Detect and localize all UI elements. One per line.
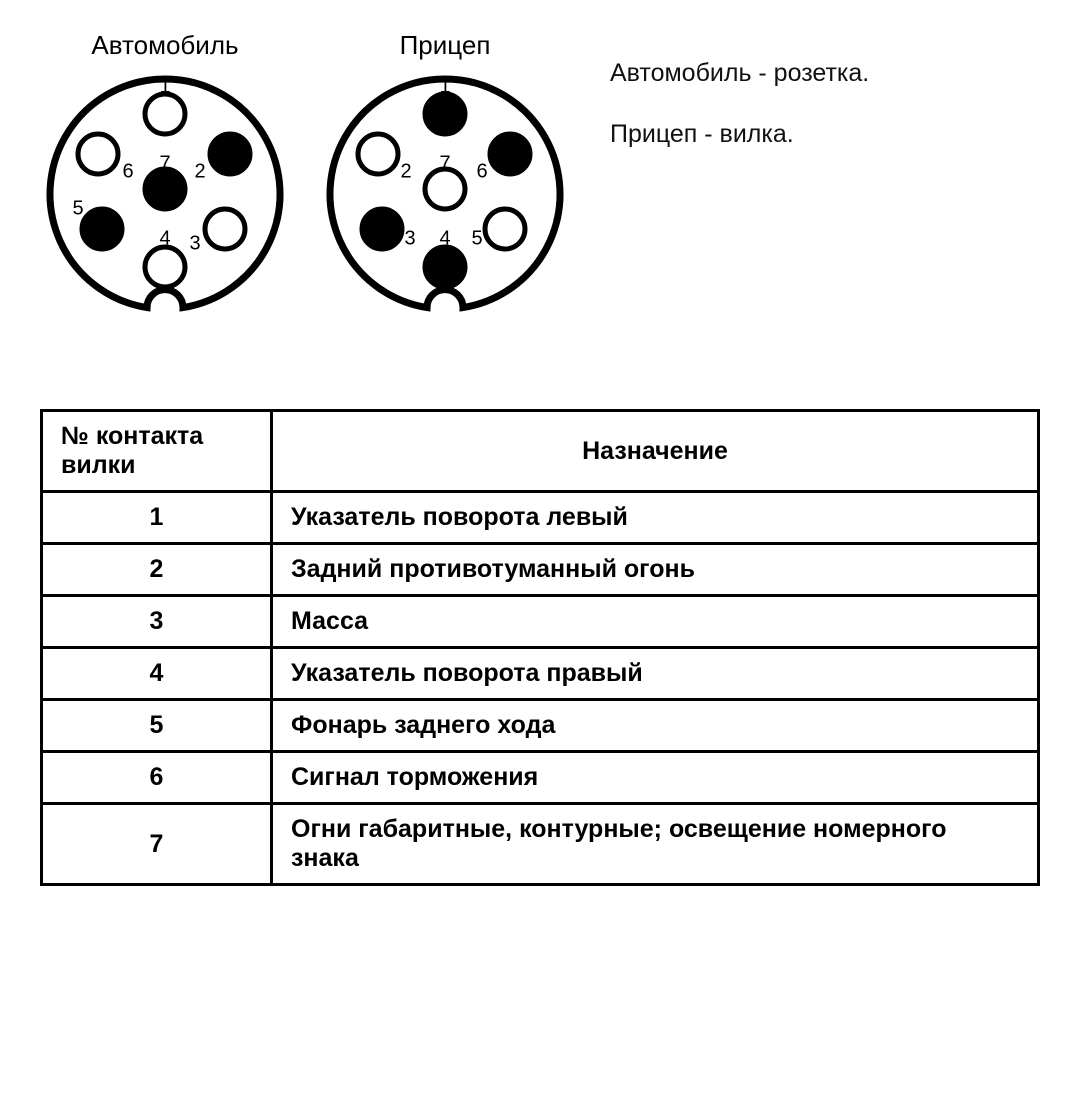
pin-number-cell: 6 [42,752,272,804]
pin-4 [145,247,185,287]
table-header-num: № контакта вилки [42,411,272,492]
pin-3 [205,209,245,249]
pin-label-1: 1 [159,75,170,97]
pin-desc-cell: Задний противотуманный огонь [272,544,1039,596]
table-row: 4Указатель поворота правый [42,648,1039,700]
pin-label-6: 6 [122,160,133,182]
pin-label-7: 7 [159,152,170,174]
pin-number-cell: 5 [42,700,272,752]
legend-line-2: Прицеп - вилка. [610,113,869,156]
pin-4 [425,247,465,287]
pin-1 [145,94,185,134]
pin-number-cell: 7 [42,804,272,885]
pin-label-3: 3 [404,227,415,249]
pin-number-cell: 3 [42,596,272,648]
pin-2 [358,134,398,174]
pin-number-cell: 2 [42,544,272,596]
pin-desc-cell: Масса [272,596,1039,648]
pin-desc-cell: Указатель поворота левый [272,492,1039,544]
pin-table: № контакта вилки Назначение 1Указатель п… [40,409,1040,886]
pin-6 [490,134,530,174]
pin-2 [210,134,250,174]
connector-trailer: Прицеп 1 6 54 3 2 7 [320,30,570,319]
connector-title-trailer: Прицеп [400,30,491,61]
pin-label-2: 2 [400,160,411,182]
legend-line-1: Автомобиль - розетка. [610,52,869,95]
pin-label-4: 4 [159,227,170,249]
legend: Автомобиль - розетка. Прицеп - вилка. [610,30,869,155]
pin-number-cell: 4 [42,648,272,700]
table-row: 1Указатель поворота левый [42,492,1039,544]
pin-6 [78,134,118,174]
table-row: 7Огни габаритные, контурные; освещение н… [42,804,1039,885]
table-row: 6Сигнал торможения [42,752,1039,804]
pin-label-2: 2 [194,160,205,182]
pin-7 [145,169,185,209]
pin-5 [485,209,525,249]
table-row: 3Масса [42,596,1039,648]
connectors-row: Автомобиль1234567Прицеп1654327 [40,30,570,319]
pin-7 [425,169,465,209]
top-section: Автомобиль1234567Прицеп1654327 Автомобил… [40,30,1040,319]
table-row: 2Задний противотуманный огонь [42,544,1039,596]
pin-label-4: 4 [439,227,450,249]
pin-5 [82,209,122,249]
pin-label-5: 5 [471,227,482,249]
connector-title-vehicle: Автомобиль [91,30,238,61]
pin-desc-cell: Сигнал торможения [272,752,1039,804]
table-header-desc: Назначение [272,411,1039,492]
pin-1 [425,94,465,134]
pin-label-6: 6 [476,160,487,182]
table-row: 5Фонарь заднего хода [42,700,1039,752]
pin-desc-cell: Фонарь заднего хода [272,700,1039,752]
pin-desc-cell: Указатель поворота правый [272,648,1039,700]
connector-diagram-trailer: 1 6 54 3 2 7 [320,69,570,319]
pin-label-7: 7 [439,152,450,174]
pin-label-1: 1 [439,75,450,97]
pin-number-cell: 1 [42,492,272,544]
pin-label-5: 5 [72,197,83,219]
pin-3 [362,209,402,249]
connector-vehicle: Автомобиль 1 2 34 5 6 7 [40,30,290,319]
pin-desc-cell: Огни габаритные, контурные; освещение но… [272,804,1039,885]
table-header-row: № контакта вилки Назначение [42,411,1039,492]
connector-diagram-vehicle: 1 2 34 5 6 7 [40,69,290,319]
pin-label-3: 3 [189,232,200,254]
